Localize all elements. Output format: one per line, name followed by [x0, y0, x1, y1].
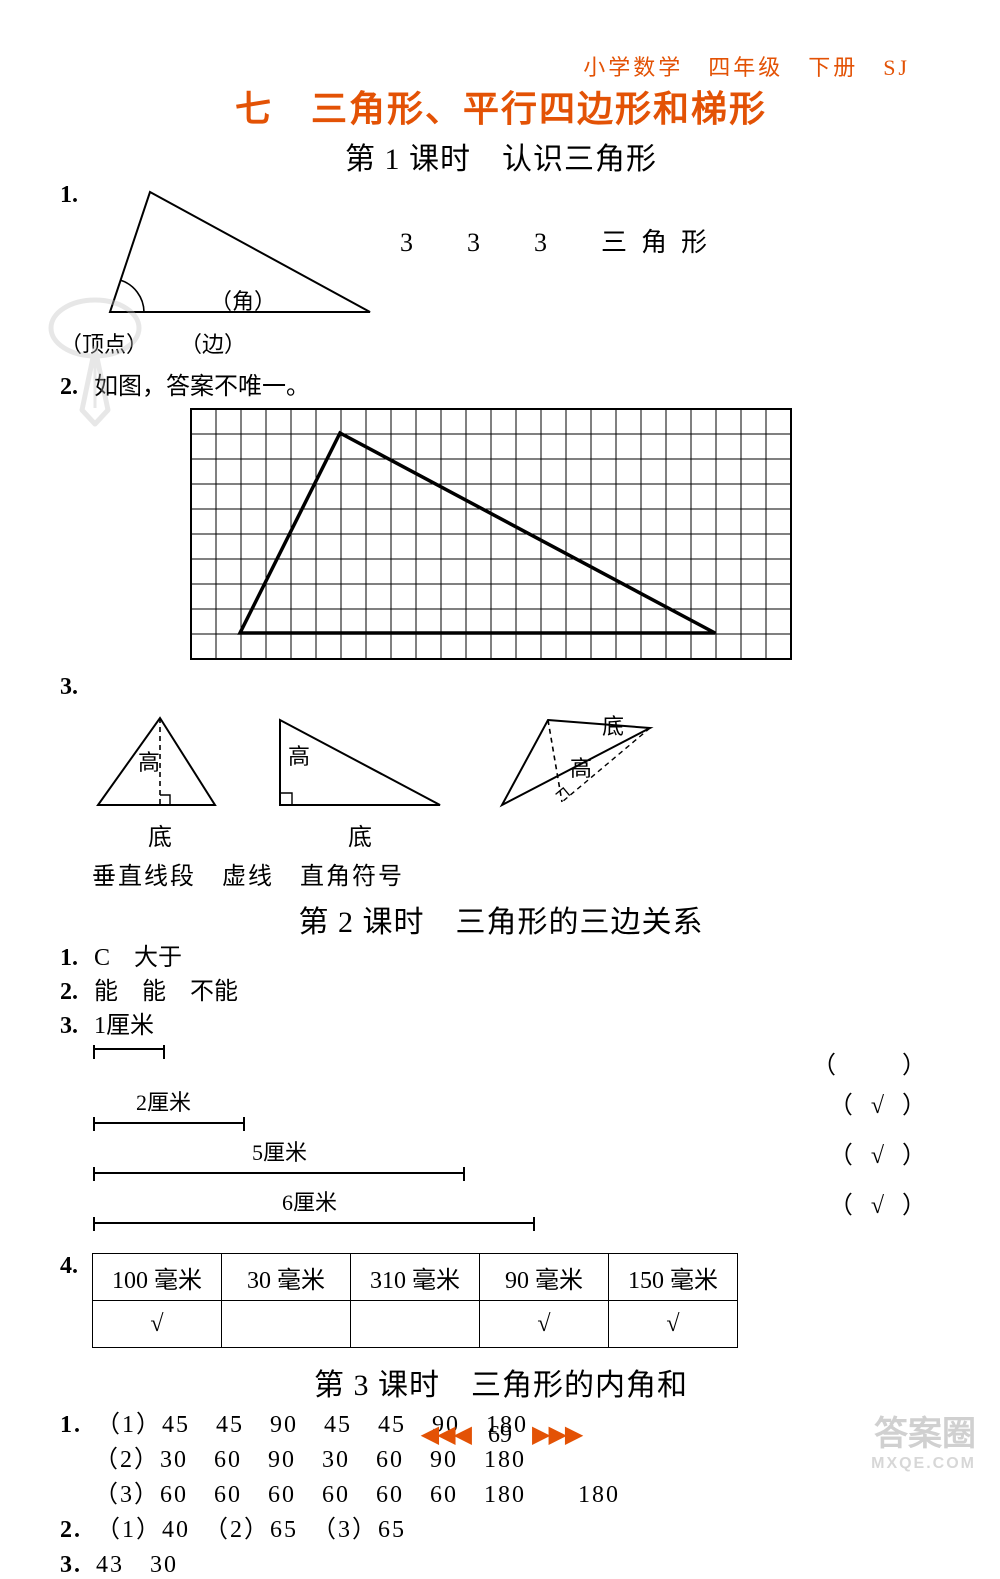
td-2 [351, 1301, 480, 1348]
q3-triangles-row: 高 底 高 底 高 底 [90, 710, 942, 852]
seg1-paren: （ √ ） [829, 1085, 932, 1120]
th-1: 30 毫米 [222, 1254, 351, 1301]
watermark: 答案圈 MXQE.COM [871, 1419, 976, 1479]
l3-q1-line2: （3）60 60 60 60 60 60 180 180 [94, 1474, 942, 1509]
th-3: 90 毫米 [480, 1254, 609, 1301]
q3-number: 3. [60, 670, 88, 704]
l2-q3-seg0-label: 1厘米 [94, 1013, 154, 1039]
l3-q2-num: 2. [60, 1517, 88, 1544]
seg0-paren: （ ） [812, 1045, 932, 1080]
watermark-small: MXQE.COM [871, 1449, 976, 1479]
lesson3-title: 第 3 课时 三角形的内角和 [60, 1360, 942, 1404]
page: 小学数学 四年级 下册 SJ 七 三角形、平行四边形和梯形 第 1 课时 认识三… [0, 0, 1000, 1489]
l2-q1-text: C 大于 [94, 945, 182, 971]
seg3-paren: （ √ ） [829, 1185, 932, 1220]
q1-number: 1. [60, 182, 88, 209]
q3-tri-c-blank [490, 817, 680, 844]
q3-terms: 垂直线段 虚线 直角符号 [92, 856, 942, 891]
lesson1-q2: 2. 如图，答案不唯一。 [60, 370, 942, 404]
q3-tri-a: 高 底 [90, 710, 230, 852]
lesson2-title: 第 2 课时 三角形的三边关系 [60, 897, 942, 941]
header-right: 小学数学 四年级 下册 SJ [583, 50, 910, 82]
q1-label-side: （边） [180, 327, 246, 359]
l3-q2-text: （1）40 （2）65 （3）65 [96, 1517, 406, 1543]
td-0: √ [93, 1301, 222, 1348]
chapter-title: 七 三角形、平行四边形和梯形 [60, 80, 942, 132]
lesson3-q2: 2. （1）40 （2）65 （3）65 [60, 1509, 942, 1544]
q3-tri-a-base: 底 [90, 817, 230, 852]
q3-tri-a-svg: 高 [90, 710, 230, 810]
seg2-paren: （ √ ） [829, 1135, 932, 1170]
svg-text:高: 高 [570, 756, 592, 781]
lesson3-q3: 3. 43 30 [60, 1544, 942, 1579]
th-2: 310 毫米 [351, 1254, 480, 1301]
l2-q2-num: 2. [60, 975, 88, 1009]
q2-grid-svg [190, 408, 794, 662]
q1-label-angle: （角） [210, 284, 276, 316]
lesson2-q3: 3. 1厘米 [60, 1009, 942, 1043]
l2-q4-num: 4. [60, 1249, 88, 1283]
footer-arrows-right-icon: ▶ ▶ ▶ [532, 1422, 579, 1448]
seg1-label: 2厘米 [136, 1085, 652, 1117]
l2-q4-table: 100 毫米 30 毫米 310 毫米 90 毫米 150 毫米 √ √ √ [92, 1253, 738, 1348]
seg2-svg [92, 1167, 652, 1187]
seg2-label: 5厘米 [252, 1135, 652, 1167]
page-footer: ◀ ◀ ◀ 69 ▶ ▶ ▶ [0, 1420, 1000, 1449]
q3-tri-b-svg: 高 [270, 710, 450, 810]
q3-tri-c: 高 底 [490, 710, 680, 852]
td-3: √ [480, 1301, 609, 1348]
q3-tri-c-svg: 高 底 [490, 710, 680, 810]
l2-q2-text: 能 能 不能 [94, 979, 238, 1005]
page-number: 69 [488, 1422, 512, 1448]
td-4: √ [609, 1301, 738, 1348]
pen-watermark-icon [40, 290, 150, 430]
svg-text:高: 高 [288, 744, 310, 769]
svg-text:底: 底 [602, 714, 624, 739]
seg3-svg [92, 1217, 652, 1237]
l2-q3-segments: （ ） 2厘米 （ √ ） 5厘米 [92, 1045, 942, 1243]
th-0: 100 毫米 [93, 1254, 222, 1301]
lesson1-q3: 3. [60, 670, 942, 704]
seg-row-3: 6厘米 （ √ ） [92, 1185, 942, 1243]
watermark-big: 答案圈 [874, 1415, 976, 1453]
svg-text:高: 高 [138, 750, 160, 775]
l2-q1-num: 1. [60, 941, 88, 975]
td-1 [222, 1301, 351, 1348]
l3-q3-text: 43 30 [96, 1552, 178, 1578]
q3-tri-b-base: 底 [270, 817, 450, 852]
l3-q3-num: 3. [60, 1552, 88, 1579]
seg1-svg [92, 1117, 652, 1137]
l2-q3-num: 3. [60, 1009, 88, 1043]
q3-tri-b: 高 底 [270, 710, 450, 852]
lesson2-q1: 1. C 大于 [60, 941, 942, 975]
table-row: 100 毫米 30 毫米 310 毫米 90 毫米 150 毫米 [93, 1254, 738, 1301]
lesson1-title: 第 1 课时 认识三角形 [60, 134, 942, 178]
th-4: 150 毫米 [609, 1254, 738, 1301]
lesson2-q2: 2. 能 能 不能 [60, 975, 942, 1009]
q1-right-text: 3 3 3 三角形 [400, 222, 721, 259]
seg3-label: 6厘米 [282, 1185, 652, 1217]
footer-arrows-left-icon: ◀ ◀ ◀ [421, 1422, 468, 1448]
table-row: √ √ √ [93, 1301, 738, 1348]
lesson1-q1: 1. （角） （顶点） （边） 3 3 3 三角形 [60, 182, 942, 362]
seg0-svg [92, 1045, 652, 1077]
